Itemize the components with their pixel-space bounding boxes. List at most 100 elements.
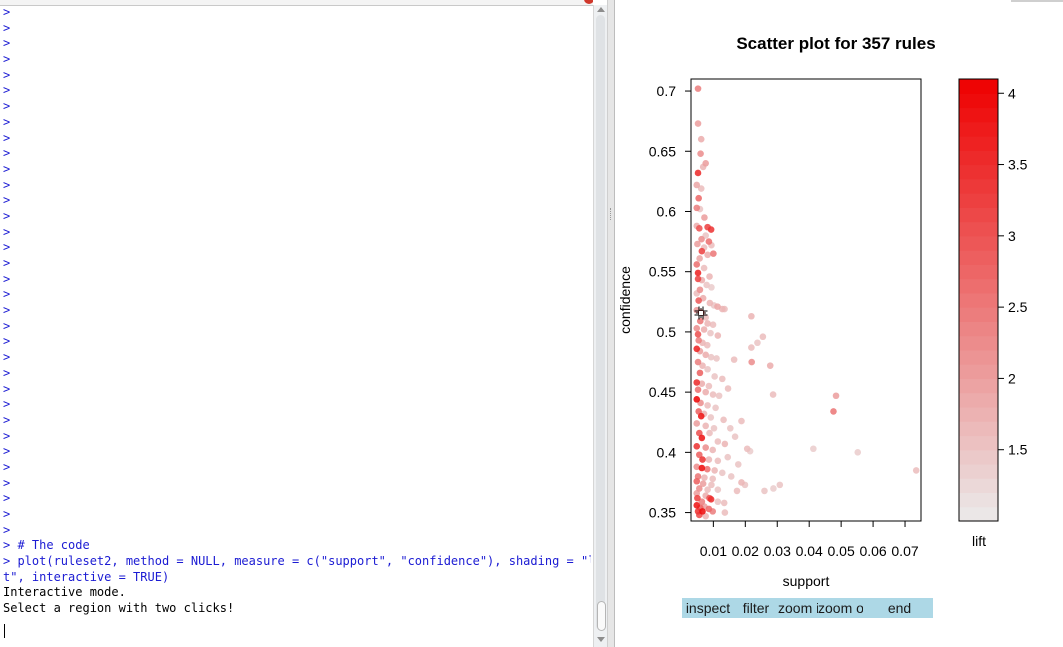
colorbar-cell	[959, 307, 998, 322]
zoom-in-button[interactable]: zoom in	[778, 600, 818, 616]
console-input-line: >	[3, 459, 11, 474]
data-point	[702, 388, 709, 396]
data-point	[696, 451, 703, 459]
scroll-up-arrow-icon[interactable]	[597, 7, 605, 12]
data-point	[704, 486, 711, 493]
data-point	[705, 382, 713, 390]
console-input-line: >	[3, 224, 11, 239]
scroll-down-arrow-icon[interactable]	[597, 637, 605, 642]
console-output: > > > > > > > > > > > > > > > > > > > > > > > > > > > > > > > > > > > # Th…	[3, 5, 591, 617]
r-console[interactable]: > > > > > > > > > > > > > > > > > > > > > > > > > > > > > > > > > > > # Th…	[0, 0, 593, 647]
inspect-button[interactable]: inspect	[685, 600, 731, 616]
console-input-line: >	[3, 5, 11, 19]
console-input-line: >	[3, 334, 11, 349]
end-button[interactable]: end	[887, 600, 912, 616]
data-point	[701, 214, 708, 221]
plot-button-bar: inspect filter zoom inzoom out end	[682, 598, 933, 618]
data-point	[743, 445, 751, 453]
data-point	[714, 303, 721, 310]
console-input-line: >	[3, 67, 11, 82]
data-point	[695, 297, 702, 304]
console-output-line: Interactive mode.	[3, 585, 126, 600]
colorbar-cell	[959, 121, 998, 137]
y-tick-label: 0.5	[657, 324, 677, 340]
console-input-line: >	[3, 240, 11, 255]
colorbar-cell	[959, 506, 998, 522]
console-input-line: > plot(ruleset2, method = NULL, measure …	[3, 554, 591, 569]
colorbar-cell	[959, 79, 998, 94]
data-point	[714, 438, 722, 445]
data-point	[698, 247, 706, 255]
colorbar-cell	[959, 178, 998, 194]
data-point	[707, 496, 715, 503]
data-point	[702, 512, 709, 520]
x-tick-label: 0.01	[700, 543, 727, 559]
close-icon[interactable]	[584, 0, 593, 4]
console-scrollbar[interactable]	[593, 5, 607, 647]
scroll-thumb[interactable]	[597, 601, 606, 631]
data-point	[720, 499, 728, 507]
x-axis-label: support	[783, 573, 830, 589]
console-input-line: >	[3, 397, 11, 412]
data-point	[693, 345, 701, 353]
colorbar-cell	[959, 107, 998, 123]
data-point	[693, 204, 701, 212]
colorbar-cell	[959, 463, 998, 479]
y-tick-label: 0.7	[657, 83, 677, 99]
colorbar-cell	[959, 392, 998, 408]
pane-splitter[interactable]	[607, 0, 615, 647]
console-input-line: >	[3, 208, 11, 223]
data-point	[694, 331, 702, 338]
colorbar-frame	[958, 78, 999, 522]
data-point	[694, 169, 702, 177]
y-tick-label: 0.35	[649, 505, 676, 521]
data-point	[719, 375, 726, 383]
data-points	[693, 85, 920, 520]
colorbar-tick-label: 1.5	[1008, 442, 1028, 458]
data-point	[810, 445, 817, 453]
console-input-line: >	[3, 507, 11, 521]
splitter-grip-icon	[610, 208, 613, 220]
x-tick-label: 0.02	[732, 543, 759, 559]
console-input-line: >	[3, 52, 11, 67]
console-input-line: >	[3, 475, 11, 490]
data-point	[710, 424, 718, 432]
data-point	[709, 446, 717, 454]
data-point	[709, 475, 717, 483]
filter-button[interactable]: filter	[742, 600, 770, 616]
console-input-line: >	[3, 303, 11, 318]
data-point	[698, 434, 706, 442]
data-point	[697, 185, 705, 192]
data-point	[719, 469, 726, 477]
data-point	[704, 365, 711, 373]
data-point	[714, 457, 722, 465]
colorbar-cell	[959, 321, 998, 337]
console-input-line: >	[3, 271, 11, 286]
data-point	[724, 385, 732, 392]
console-input-line: >	[3, 83, 11, 98]
data-point	[708, 481, 715, 489]
scroll-track[interactable]	[596, 15, 606, 631]
console-input-line: >	[3, 522, 11, 537]
colorbar-cell	[959, 335, 998, 351]
data-point	[694, 386, 702, 394]
data-point	[712, 404, 719, 412]
colorbar-cell	[959, 150, 998, 166]
data-point	[705, 505, 713, 513]
data-point	[702, 422, 709, 430]
colorbar-cell	[959, 221, 998, 237]
data-point	[696, 485, 703, 492]
console-input-line: >	[3, 20, 11, 35]
console-input-line: >	[3, 36, 11, 51]
colorbar-cell	[959, 349, 998, 365]
data-point	[733, 487, 741, 495]
zoom-out-button[interactable]: zoom out	[818, 600, 863, 616]
data-point	[693, 261, 701, 268]
scatter-plot[interactable]: Scatter plot for 357 rules 1.522.533.54 …	[615, 0, 1063, 647]
data-point	[704, 320, 711, 327]
data-point	[693, 181, 701, 189]
data-point	[726, 424, 734, 432]
console-input-line: >	[3, 99, 11, 114]
colorbar-cell	[959, 278, 998, 294]
data-point	[721, 440, 729, 448]
